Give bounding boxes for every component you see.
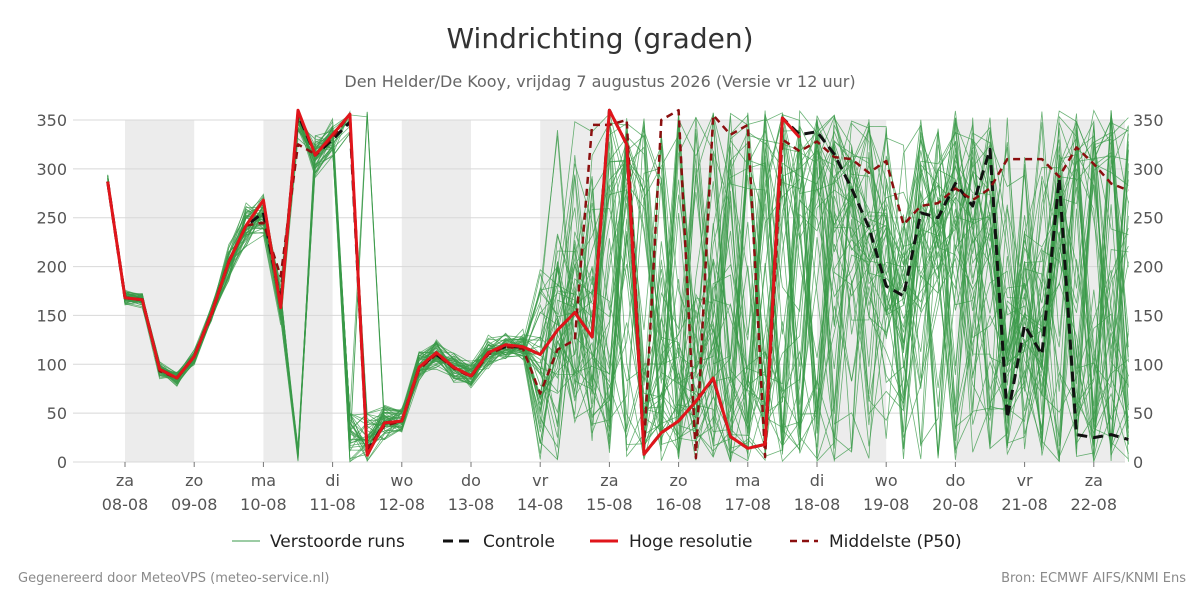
- hires-line: [106, 108, 801, 457]
- x-tick-day: zo: [185, 471, 203, 490]
- x-tick-date: 20-08: [932, 495, 979, 514]
- x-tick-date: 10-08: [240, 495, 287, 514]
- main-series-lines: [106, 108, 1129, 460]
- x-tick-day: ma: [735, 471, 760, 490]
- legend-median: Middelste (P50): [790, 532, 962, 552]
- x-tick-date: 16-08: [655, 495, 702, 514]
- y-tick-left: 0: [57, 453, 67, 472]
- legend-median-label: Middelste (P50): [829, 532, 962, 552]
- x-tick-date: 13-08: [448, 495, 495, 514]
- y-tick-left: 200: [36, 258, 67, 277]
- footer-credit: Gegenereerd door MeteoVPS (meteo-service…: [18, 571, 330, 586]
- x-tick-day: do: [945, 471, 965, 490]
- x-tick-day: di: [810, 471, 825, 490]
- x-tick-day: wo: [875, 471, 898, 490]
- y-tick-right: 50: [1133, 404, 1153, 423]
- x-tick-date: 11-08: [309, 495, 356, 514]
- y-tick-left: 100: [36, 355, 67, 374]
- legend-ensemble-label: Verstoorde runs: [270, 532, 405, 552]
- y-tick-right: 0: [1133, 453, 1143, 472]
- x-tick-day: wo: [390, 471, 413, 490]
- x-tick-day: vr: [1017, 471, 1033, 490]
- shaded-band-0: [125, 120, 195, 462]
- legend-ensemble: Verstoorde runs: [232, 532, 405, 552]
- footer-source: Bron: ECMWF AIFS/KNMI Ens: [1001, 571, 1186, 586]
- x-tick-date: 08-08: [102, 495, 149, 514]
- chart-title: Windrichting (graden): [446, 22, 754, 55]
- legend-control: Controle: [443, 532, 555, 552]
- y-tick-right: 200: [1133, 258, 1164, 277]
- y-tick-right: 250: [1133, 209, 1164, 228]
- x-tick-date: 15-08: [586, 495, 633, 514]
- ensemble-member-line: [107, 115, 1129, 463]
- y-tick-right: 150: [1133, 306, 1164, 325]
- x-tick-day: za: [600, 471, 618, 490]
- shaded-band-2: [401, 120, 471, 462]
- y-tick-right: 100: [1133, 355, 1164, 374]
- y-tick-left: 150: [36, 306, 67, 325]
- y-tick-labels-left: 0 50 100 150 200 250 300 350: [36, 111, 67, 472]
- x-tick-day: za: [116, 471, 134, 490]
- x-tick-date: 19-08: [863, 495, 910, 514]
- legend-hires-label: Hoge resolutie: [629, 532, 753, 552]
- chart-subtitle: Den Helder/De Kooy, vrijdag 7 augustus 2…: [344, 72, 856, 91]
- x-tick-date: 17-08: [725, 495, 772, 514]
- legend-hires: Hoge resolutie: [590, 532, 753, 552]
- x-tick-labels: za 08-08 zo 09-08 ma 10-08 di 11-08 wo 12-08 do 13-…: [102, 462, 1117, 514]
- x-tick-date: 14-08: [517, 495, 564, 514]
- x-tick-day: za: [1085, 471, 1103, 490]
- y-tick-left: 300: [36, 160, 67, 179]
- legend-control-label: Controle: [483, 532, 555, 552]
- x-tick-date: 12-08: [379, 495, 426, 514]
- y-tick-right: 300: [1133, 160, 1164, 179]
- y-tick-left: 250: [36, 209, 67, 228]
- x-tick-day: do: [461, 471, 481, 490]
- x-tick-date: 09-08: [171, 495, 218, 514]
- x-tick-date: 21-08: [1001, 495, 1048, 514]
- x-tick-day: ma: [251, 471, 276, 490]
- y-tick-right: 350: [1133, 111, 1164, 130]
- y-tick-left: 350: [36, 111, 67, 130]
- x-tick-day: di: [325, 471, 340, 490]
- median-line: [106, 108, 1129, 460]
- y-tick-labels-right: 0 50 100 150 200 250 300 350: [1133, 111, 1164, 472]
- x-tick-date: 18-08: [794, 495, 841, 514]
- x-tick-date: 22-08: [1071, 495, 1118, 514]
- legend: Verstoorde runs Controle Hoge resolutie Mid…: [232, 532, 962, 552]
- x-tick-day: zo: [670, 471, 688, 490]
- x-tick-day: vr: [532, 471, 548, 490]
- y-tick-left: 50: [47, 404, 67, 423]
